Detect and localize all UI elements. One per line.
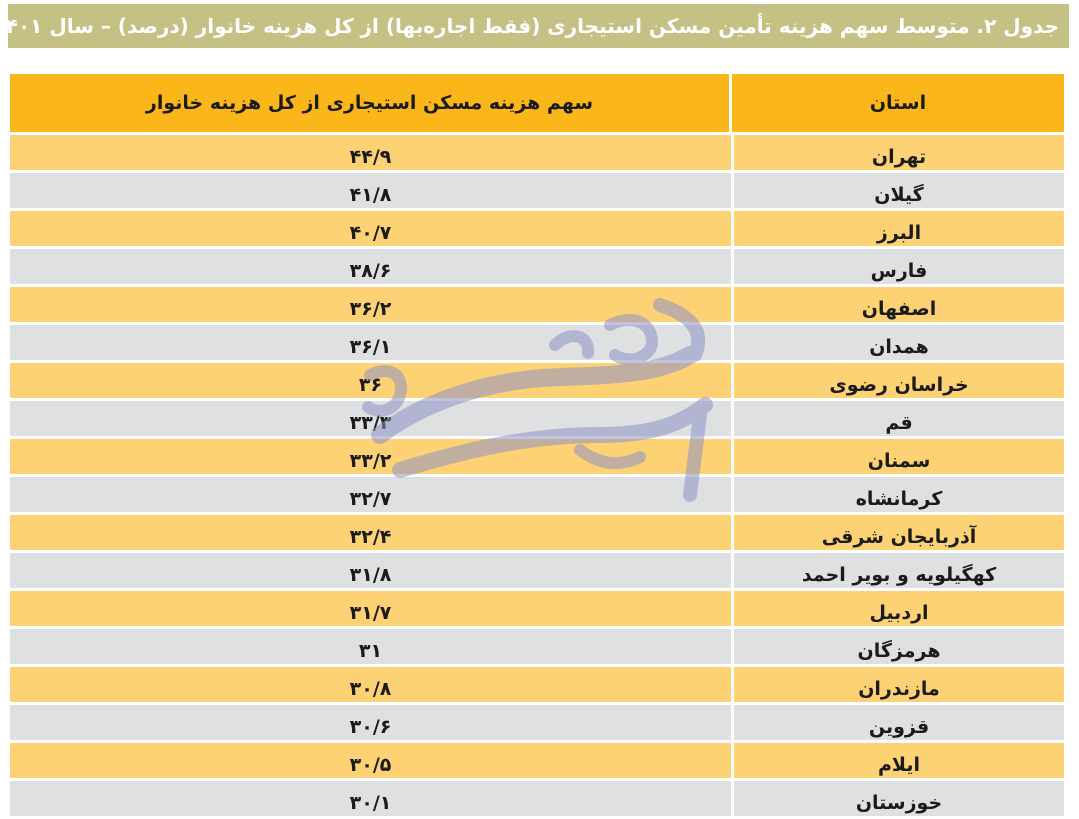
table-row: فارس ۳۸/۶: [10, 249, 1064, 287]
province-cell: فارس: [731, 249, 1064, 284]
share-value-cell: ۳۰/۶: [349, 716, 392, 738]
table-row: تهران ۴۴/۹: [10, 135, 1064, 173]
province-cell: خوزستان: [731, 781, 1064, 816]
share-value-cell: ۴۴/۹: [349, 146, 392, 168]
table-title: جدول ۲. متوسط سهم هزینه تأمین مسکن استیج…: [0, 14, 1059, 38]
province-cell: اصفهان: [731, 287, 1064, 322]
share-value-cell: ۳۰/۸: [349, 678, 392, 700]
table-row: گیلان ۴۱/۸: [10, 173, 1064, 211]
table-row: همدان ۳۶/۱: [10, 325, 1064, 363]
share-value-cell: ۳۶: [358, 374, 383, 396]
table-body: تهران ۴۴/۹ گیلان ۴۱/۸ البرز ۴۰/۷ فارس ۳۸/۶ اصفها…: [10, 135, 1064, 819]
share-value-cell: ۳۱/۸: [349, 564, 392, 586]
province-cell: قزوین: [731, 705, 1064, 740]
table-row: البرز ۴۰/۷: [10, 211, 1064, 249]
province-cell: آذربایجان شرقی: [731, 515, 1064, 550]
table-row: قزوین ۳۰/۶: [10, 705, 1064, 743]
table-row: اصفهان ۳۶/۲: [10, 287, 1064, 325]
header-share: سهم هزینه مسکن استیجاری از کل هزینه خانو…: [145, 92, 594, 114]
title-bar: جدول ۲. متوسط سهم هزینه تأمین مسکن استیج…: [0, 4, 1069, 48]
share-value-cell: ۳۰/۱: [349, 792, 392, 814]
share-value-cell: ۳۲/۴: [349, 526, 392, 548]
rent-share-table: استان سهم هزینه مسکن استیجاری از کل هزین…: [10, 74, 1064, 819]
province-cell: ایلام: [731, 743, 1064, 778]
share-value-cell: ۳۰/۵: [349, 754, 392, 776]
share-value-cell: ۳۳/۳: [349, 412, 392, 434]
header-province: استان: [728, 74, 1064, 132]
table-row: ایلام ۳۰/۵: [10, 743, 1064, 781]
share-value-cell: ۳۲/۷: [349, 488, 392, 510]
table-row: سمنان ۳۳/۲: [10, 439, 1064, 477]
province-cell: اردبیل: [731, 591, 1064, 626]
table-row: اردبیل ۳۱/۷: [10, 591, 1064, 629]
province-cell: تهران: [731, 135, 1064, 170]
share-value-cell: ۳۱: [358, 640, 383, 662]
share-value-cell: ۳۱/۷: [349, 602, 392, 624]
province-cell: کهگیلویه و بویر احمد: [731, 553, 1064, 588]
share-value-cell: ۴۱/۸: [349, 184, 392, 206]
table-row: کرمانشاه ۳۲/۷: [10, 477, 1064, 515]
province-cell: البرز: [731, 211, 1064, 246]
province-cell: خراسان رضوی: [731, 363, 1064, 398]
province-cell: گیلان: [731, 173, 1064, 208]
table-row: قم ۳۳/۳: [10, 401, 1064, 439]
share-value-cell: ۴۰/۷: [349, 222, 392, 244]
table-row: خراسان رضوی ۳۶: [10, 363, 1064, 401]
table-header: استان سهم هزینه مسکن استیجاری از کل هزین…: [10, 74, 1064, 135]
table-row: کهگیلویه و بویر احمد ۳۱/۸: [10, 553, 1064, 591]
share-value-cell: ۳۶/۲: [349, 298, 392, 320]
province-cell: کرمانشاه: [731, 477, 1064, 512]
share-value-cell: ۳۳/۲: [349, 450, 392, 472]
table-row: هرمزگان ۳۱: [10, 629, 1064, 667]
province-cell: قم: [731, 401, 1064, 436]
table-row: خوزستان ۳۰/۱: [10, 781, 1064, 819]
table-row: آذربایجان شرقی ۳۲/۴: [10, 515, 1064, 553]
province-cell: همدان: [731, 325, 1064, 360]
province-cell: سمنان: [731, 439, 1064, 474]
share-value-cell: ۳۶/۱: [349, 336, 392, 358]
province-cell: هرمزگان: [731, 629, 1064, 664]
table-row: مازندران ۳۰/۸: [10, 667, 1064, 705]
province-cell: مازندران: [731, 667, 1064, 702]
share-value-cell: ۳۸/۶: [349, 260, 392, 282]
